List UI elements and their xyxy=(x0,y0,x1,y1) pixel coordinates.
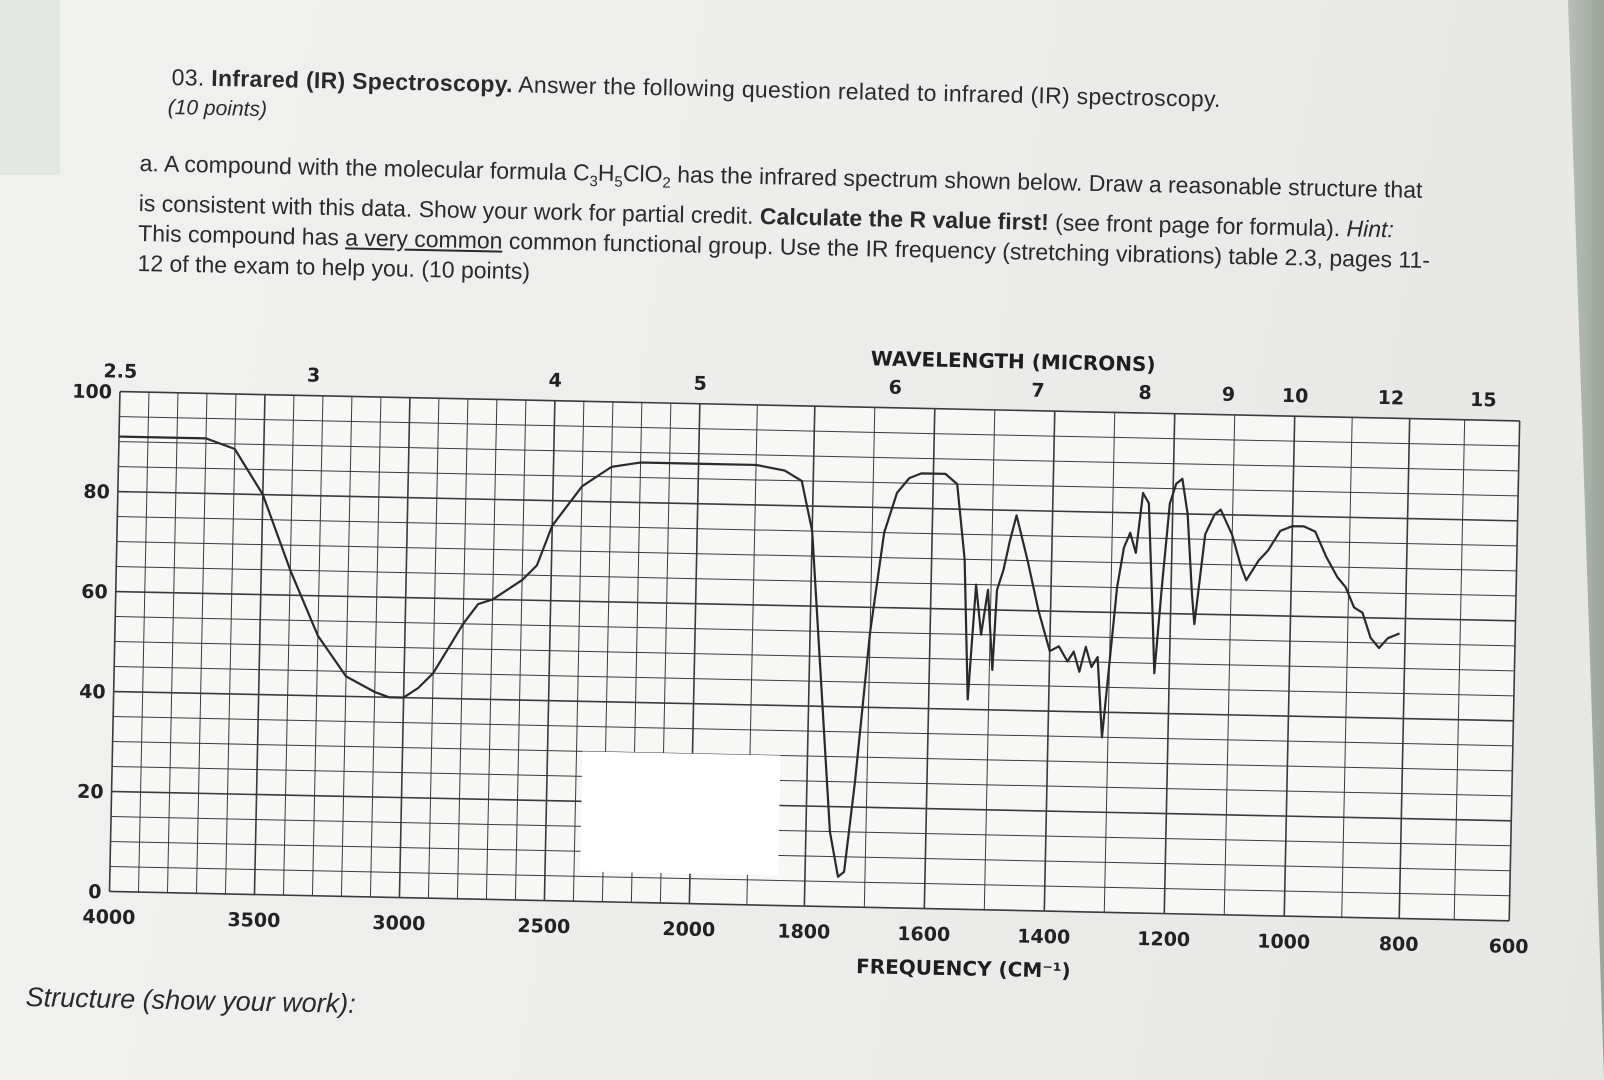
grid-line-horizontal xyxy=(110,865,1510,897)
grid-line-vertical xyxy=(1341,417,1353,918)
grid-line-vertical xyxy=(543,400,556,901)
wavelength-tick-label: 6 xyxy=(888,377,902,399)
grid-line-horizontal xyxy=(119,390,1520,422)
grid-line-horizontal xyxy=(110,840,1511,872)
grid-line-vertical xyxy=(1283,416,1296,917)
wavelength-tick-label: 9 xyxy=(1222,384,1236,406)
frequency-tick-label: 2500 xyxy=(517,915,570,938)
wavelength-axis-title: WAVELENGTH (MICRONS) xyxy=(871,346,1156,376)
grid-line-horizontal xyxy=(114,641,1515,672)
grid-line-vertical xyxy=(369,397,382,897)
frequency-tick-label: 600 xyxy=(1489,935,1529,958)
grid-line-vertical xyxy=(1508,420,1521,921)
grid-line-vertical xyxy=(195,393,208,894)
grid-line-horizontal xyxy=(118,466,1519,497)
grid-line-vertical xyxy=(1453,419,1466,920)
spectrum-line xyxy=(118,435,1400,878)
grid-line-vertical xyxy=(514,400,527,900)
grid-line-vertical xyxy=(311,395,324,896)
transmittance-tick-label: 40 xyxy=(79,681,106,704)
grid-line-horizontal xyxy=(118,441,1519,472)
page-edge-left xyxy=(0,0,60,175)
wavelength-tick-label: 4 xyxy=(548,370,562,392)
wavelength-tick-labels: 2.5 3 4 5 6 7 8 9 10 12 15 xyxy=(103,360,1497,411)
frequency-tick-label: 1400 xyxy=(1017,925,1070,948)
erased-patch xyxy=(580,751,781,876)
grid-line-vertical xyxy=(166,392,179,893)
grid-line-vertical xyxy=(983,409,996,910)
frequency-tick-labels: 4000 3500 3000 2500 2000 1800 1600 1400 1200 1000… xyxy=(82,906,1528,958)
grid-line-horizontal xyxy=(114,666,1514,697)
grid-line-horizontal xyxy=(112,765,1512,797)
frequency-axis-title: FREQUENCY (CM⁻¹) xyxy=(856,954,1071,982)
grid-line-vertical xyxy=(224,393,237,894)
frequency-tick-label: 2000 xyxy=(662,918,715,941)
frequency-tick-label: 1800 xyxy=(777,920,830,943)
transmittance-tick-label: 100 xyxy=(72,381,112,404)
frequency-tick-label: 800 xyxy=(1379,933,1419,956)
grid-line-vertical xyxy=(137,392,150,893)
wavelength-tick-label: 3 xyxy=(307,364,321,386)
grid-line-horizontal xyxy=(117,490,1518,522)
wavelength-tick-label: 8 xyxy=(1138,382,1152,404)
grid-line-horizontal xyxy=(119,416,1520,447)
transmittance-tick-label: 80 xyxy=(83,481,110,504)
grid-line-horizontal xyxy=(116,541,1517,572)
grid-line-horizontal xyxy=(112,741,1513,772)
grid-line-vertical xyxy=(456,398,469,899)
transmittance-tick-label: 0 xyxy=(88,881,102,903)
wavelength-tick-label: 12 xyxy=(1377,387,1404,410)
grid-line-horizontal xyxy=(117,516,1518,547)
grid-line-vertical xyxy=(1223,414,1236,915)
grid-line-vertical xyxy=(253,394,266,895)
grid-line-vertical xyxy=(340,396,353,897)
grid-line-horizontal xyxy=(113,716,1513,747)
grid-line-vertical xyxy=(863,407,876,908)
grid-line-vertical xyxy=(427,398,440,899)
frequency-tick-label: 3000 xyxy=(372,912,425,935)
frequency-tick-label: 3500 xyxy=(227,909,280,932)
grid-line-vertical xyxy=(572,401,585,902)
transmittance-tick-label: 20 xyxy=(77,781,104,804)
frequency-tick-label: 1200 xyxy=(1137,928,1190,951)
grid-line-vertical xyxy=(1398,418,1411,919)
grid-line-vertical xyxy=(282,395,295,896)
grid-line-vertical xyxy=(803,406,816,907)
transmittance-tick-labels: 100 80 60 40 20 0 xyxy=(72,381,112,904)
grid-line-vertical xyxy=(485,399,498,900)
chart-grid xyxy=(108,390,1521,922)
frequency-tick-label: 1600 xyxy=(897,923,950,946)
wavelength-tick-label: 7 xyxy=(1031,380,1045,402)
grid-line-vertical xyxy=(108,391,121,892)
frequency-tick-label: 4000 xyxy=(82,906,135,929)
grid-line-horizontal xyxy=(115,616,1515,647)
grid-line-vertical xyxy=(398,397,411,898)
grid-line-horizontal xyxy=(113,690,1514,722)
grid-line-vertical xyxy=(923,408,936,909)
grid-line-horizontal xyxy=(111,815,1511,847)
grid-line-horizontal xyxy=(111,790,1512,822)
wavelength-tick-label: 10 xyxy=(1282,385,1309,408)
wavelength-tick-label: 5 xyxy=(693,373,707,395)
grid-line-horizontal xyxy=(109,890,1510,922)
grid-line-vertical xyxy=(1043,411,1056,912)
wavelength-tick-label: 15 xyxy=(1470,389,1497,412)
frequency-tick-label: 1000 xyxy=(1257,931,1310,954)
wavelength-tick-label: 2.5 xyxy=(103,360,137,383)
transmittance-tick-label: 60 xyxy=(81,581,108,604)
